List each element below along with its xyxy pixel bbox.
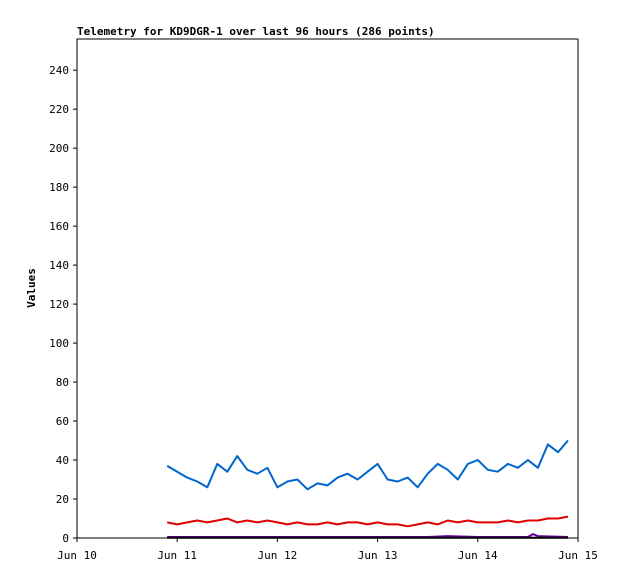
y-tick-label: 240 — [49, 64, 69, 77]
x-tick-label: Jun 11 — [157, 549, 197, 562]
y-axis: 0 20 40 60 80 100 120 140 160 180 200 220 240 — [49, 64, 77, 545]
y-tick-label: 120 — [49, 298, 69, 311]
x-tick-label: Jun 14 — [458, 549, 498, 562]
y-tick-label: 140 — [49, 259, 69, 272]
series-group — [166, 439, 569, 539]
y-tick-label: 180 — [49, 181, 69, 194]
x-tick-label: Jun 13 — [358, 549, 398, 562]
plot-frame — [76, 38, 579, 539]
y-tick-label: 0 — [62, 532, 69, 545]
series-line-2 — [167, 515, 569, 528]
x-tick-label: Jun 10 — [57, 549, 97, 562]
y-tick-label: 160 — [49, 220, 69, 233]
y-tick-label: 60 — [56, 415, 69, 428]
y-tick-label: 220 — [49, 103, 69, 116]
y-tick-label: 200 — [49, 142, 69, 155]
x-tick-label: Jun 12 — [258, 549, 298, 562]
y-tick-label: 40 — [56, 454, 69, 467]
y-tick-label: 80 — [56, 376, 69, 389]
y-axis-label: Values — [25, 268, 38, 308]
series-line-1 — [166, 439, 569, 491]
chart-title: Telemetry for KD9DGR-1 over last 96 hour… — [77, 25, 435, 38]
y-tick-label: 20 — [56, 493, 69, 506]
x-tick-label: Jun 15 — [558, 549, 598, 562]
x-axis: Jun 10 Jun 11 Jun 12 Jun 13 Jun 14 Jun 15 — [57, 538, 598, 562]
y-tick-label: 100 — [49, 337, 69, 350]
